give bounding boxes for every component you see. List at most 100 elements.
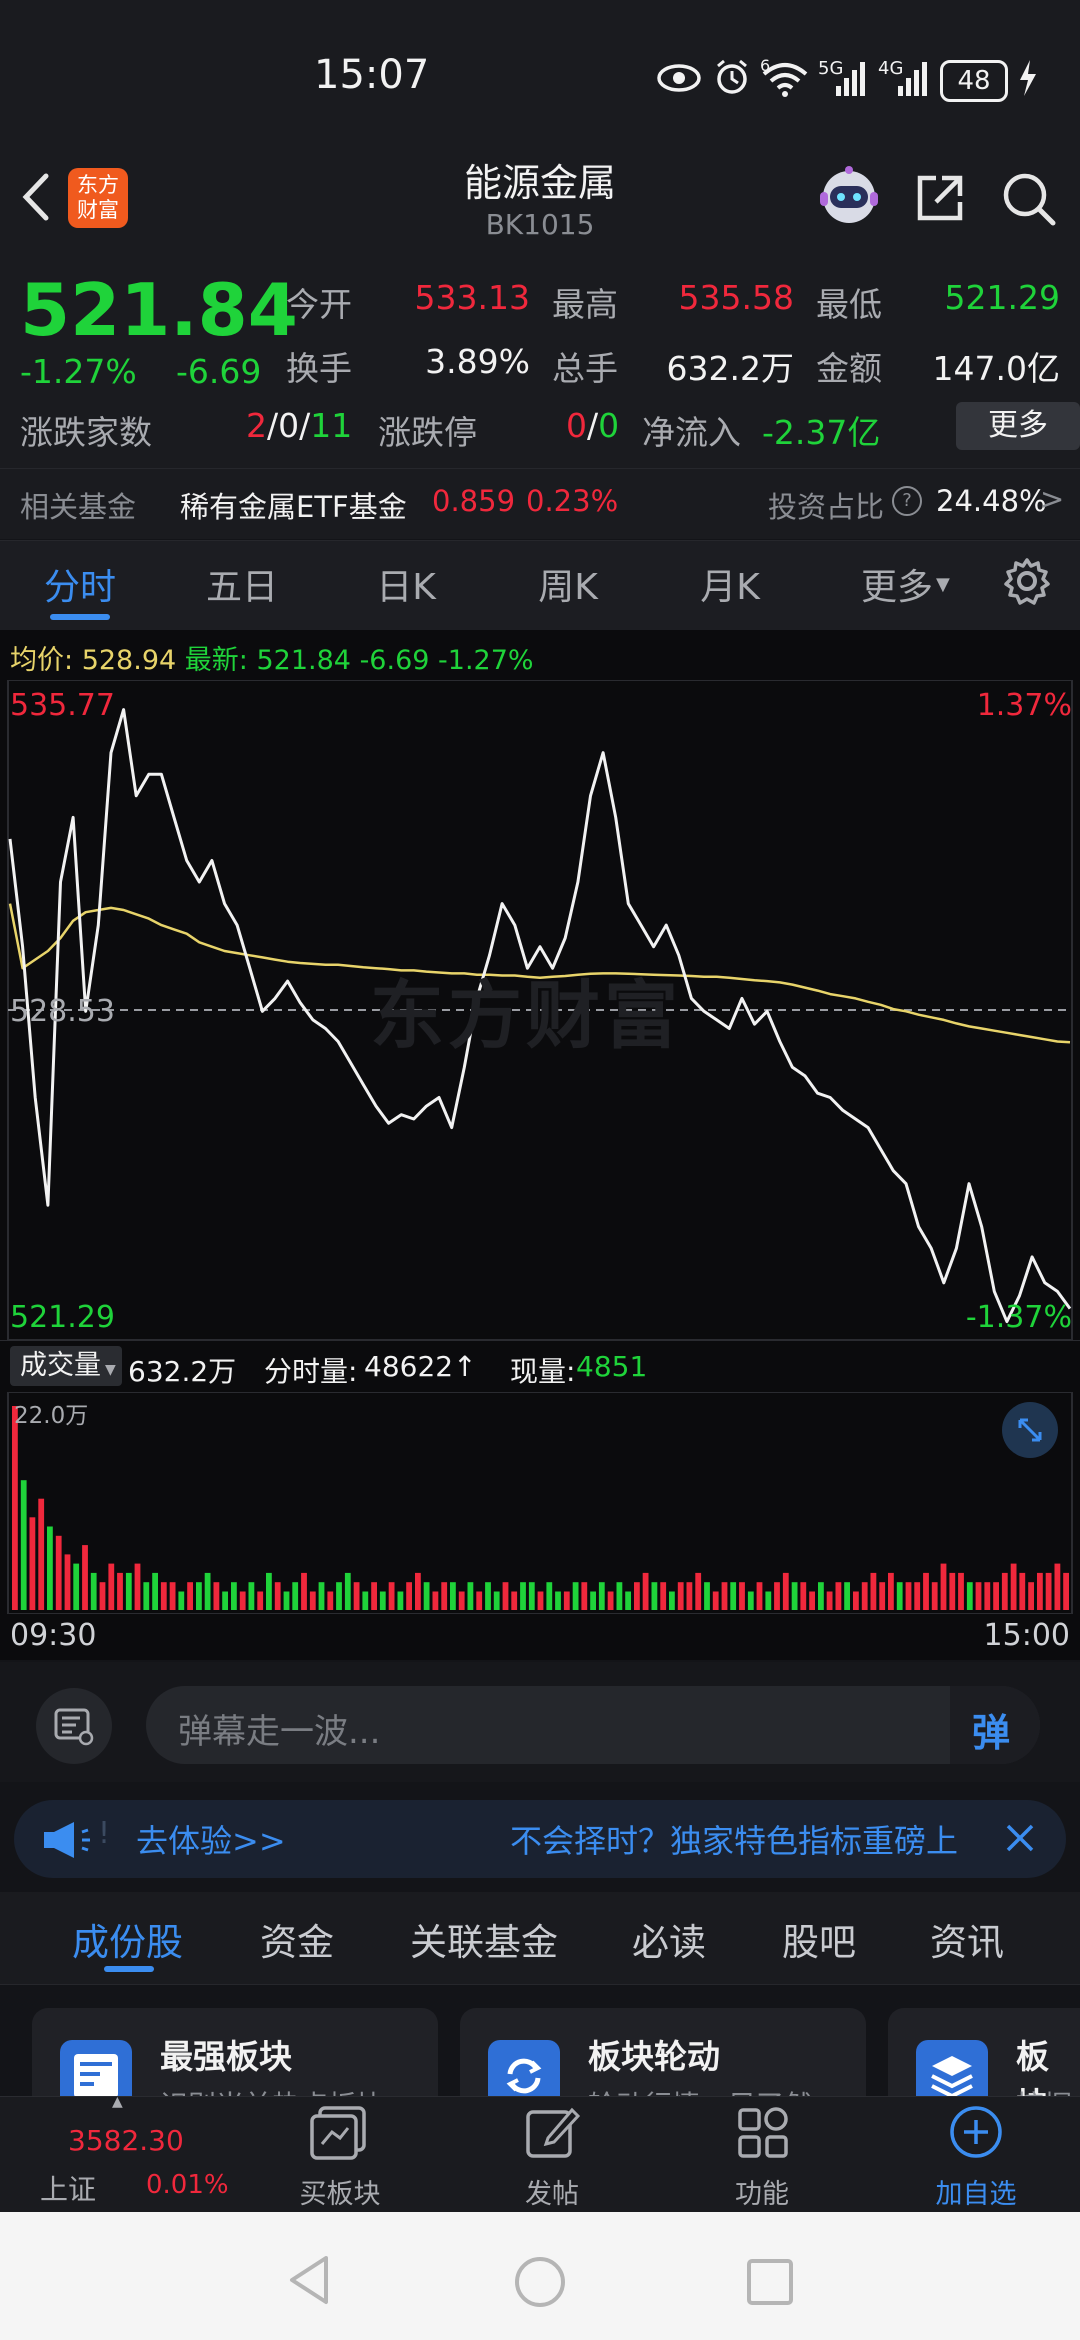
help-icon[interactable]: ? (892, 486, 922, 516)
eye-icon (656, 58, 702, 98)
price-chart[interactable] (0, 680, 1080, 1340)
time-axis-start: 09:30 (10, 1618, 97, 1653)
home-circle-icon[interactable] (512, 2254, 568, 2314)
volume-bar (581, 1582, 588, 1610)
recent-apps-icon[interactable] (744, 2256, 796, 2312)
open-value: 533.13 (414, 278, 530, 317)
subtab-forum[interactable]: 股吧 (782, 1921, 856, 1964)
low-label: 最低 (816, 285, 882, 324)
volume-bar (931, 1582, 938, 1610)
volume-bar (669, 1591, 675, 1610)
latest-change: -6.69 (359, 645, 430, 676)
back-icon[interactable] (16, 170, 56, 228)
volume-bar (213, 1582, 220, 1610)
fund-change: 0.23% (526, 484, 619, 518)
subtab-news[interactable]: 资讯 (930, 1921, 1004, 1964)
current-volume-label: 现量: (510, 1355, 576, 1388)
volume-bar (362, 1591, 369, 1610)
volume-bar (800, 1582, 807, 1610)
danmu-input[interactable]: 弹幕走一波... (178, 1712, 381, 1752)
volume-bar (1063, 1572, 1069, 1610)
tab-indicator (50, 614, 110, 620)
buy-board-icon[interactable] (306, 2102, 372, 2168)
volume-chart[interactable] (0, 1392, 1080, 1614)
volume-bar (47, 1526, 53, 1610)
volume-bar (914, 1582, 921, 1610)
promo-cta[interactable]: 去体验>> (136, 1822, 286, 1860)
avg-label: 均价: (10, 645, 74, 676)
volume-bar (134, 1563, 141, 1610)
nav-add-watchlist[interactable]: 加自选 (935, 2179, 1017, 2210)
apps-icon[interactable] (734, 2104, 792, 2166)
volume-bar (958, 1572, 964, 1610)
tab-intraday[interactable]: 分时 (43, 567, 116, 608)
volume-bar (283, 1591, 290, 1610)
nav-buy-board[interactable]: 买板块 (299, 2179, 381, 2210)
volume-bar (99, 1582, 106, 1610)
search-icon[interactable] (1000, 170, 1058, 232)
share-icon[interactable] (912, 170, 968, 230)
volume-bar (309, 1591, 316, 1610)
breadth-label: 涨跌家数 (20, 413, 152, 452)
settings-icon[interactable] (1002, 556, 1052, 610)
volume-bar (590, 1591, 596, 1610)
volume-bar (1054, 1563, 1061, 1610)
volume-bar (625, 1591, 631, 1610)
subtab-must-read[interactable]: 必读 (632, 1921, 706, 1964)
pct-axis-top-label: 1.37% (976, 688, 1072, 723)
volume-bar (353, 1582, 360, 1610)
add-favorite-icon[interactable] (946, 2102, 1006, 2166)
back-triangle-icon[interactable] (284, 2252, 334, 2312)
volume-bar (730, 1582, 737, 1610)
close-icon[interactable] (1000, 1818, 1040, 1862)
fund-name[interactable]: 稀有金属ETF基金 (180, 490, 407, 524)
robot-assistant-icon[interactable] (816, 162, 882, 232)
breadth-up: 2 (246, 406, 267, 445)
app-logo[interactable]: 东方 财富 (68, 168, 128, 228)
compose-icon[interactable] (522, 2102, 582, 2166)
ratio-label: 投资占比 (768, 490, 885, 524)
subtab-constituents[interactable]: 成份股 (72, 1921, 183, 1964)
volume-bar (546, 1582, 553, 1610)
limit-down: 0 (598, 406, 620, 445)
danmu-input-box[interactable] (146, 1686, 1040, 1764)
volume-frame (7, 1392, 1073, 1614)
volume-bar (747, 1591, 754, 1610)
more-button[interactable]: 更多 (956, 402, 1080, 450)
card-title: 板块轮动 (588, 2037, 720, 2076)
danmu-send-button[interactable]: 弹 (950, 1686, 1040, 1764)
price-line (8, 708, 1072, 1324)
volume-bar (476, 1591, 483, 1610)
nav-functions[interactable]: 功能 (735, 2179, 789, 2210)
battery-icon: 48 (940, 60, 1008, 102)
volume-bar (607, 1591, 614, 1610)
tab-monthly-k[interactable]: 月K (700, 567, 760, 608)
period-volume-value: 48622↑ (364, 1350, 477, 1383)
subtab-indicator (104, 1966, 154, 1972)
change-percent: -1.27% (20, 352, 137, 391)
volume-bar (143, 1582, 150, 1610)
volume-bar (485, 1582, 491, 1610)
volume-bar (178, 1591, 185, 1610)
subtab-funds[interactable]: 资金 (260, 1921, 334, 1964)
volume-bar (598, 1582, 605, 1610)
volume-bar (1019, 1572, 1026, 1610)
promo-banner[interactable] (14, 1800, 1066, 1878)
subtab-related-funds[interactable]: 关联基金 (410, 1921, 558, 1964)
nav-post[interactable]: 发帖 (525, 2179, 579, 2210)
alarm-icon (712, 58, 752, 98)
period-volume-label: 分时量: (264, 1355, 358, 1388)
chart-legend: 均价: 528.94 最新: 521.84 -6.69 -1.27% (10, 638, 534, 677)
volume-bar (1001, 1572, 1008, 1610)
tab-five-day[interactable]: 五日 (205, 567, 278, 608)
tab-weekly-k[interactable]: 周K (538, 567, 598, 608)
expand-icon[interactable] (1002, 1402, 1058, 1458)
volume-bar (379, 1591, 386, 1610)
volume-dropdown[interactable]: 成交量 ▼ (10, 1346, 122, 1386)
tab-more[interactable]: 更多 (860, 567, 933, 608)
tab-daily-k[interactable]: 日K (376, 567, 436, 608)
volume-bar (923, 1572, 929, 1610)
danmu-toggle-icon[interactable] (36, 1688, 112, 1764)
volume-bar (12, 1406, 18, 1610)
volume-bar (853, 1591, 859, 1610)
